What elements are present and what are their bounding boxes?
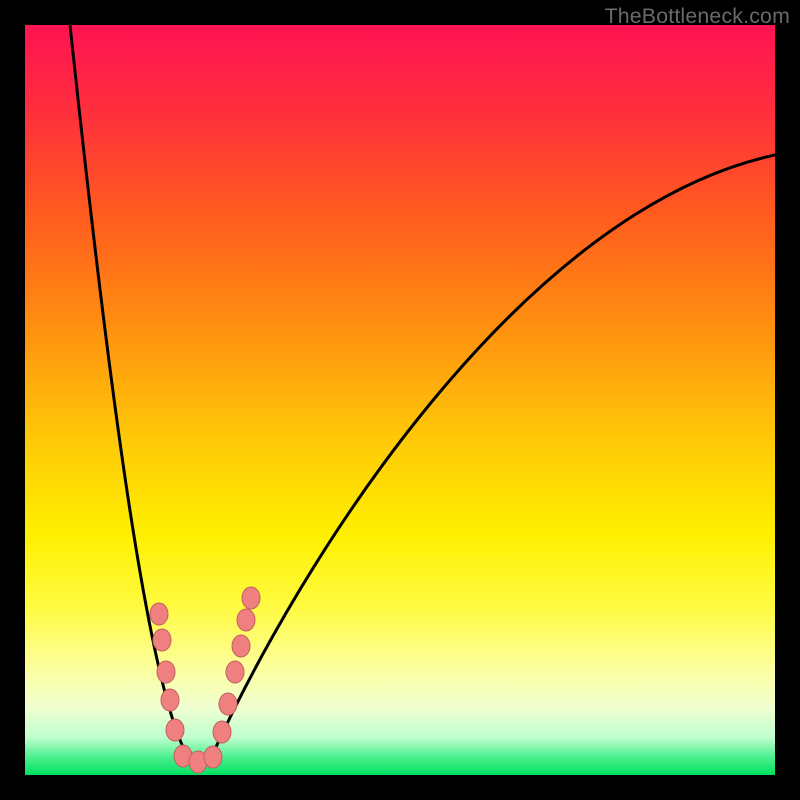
data-marker bbox=[150, 603, 168, 625]
data-marker bbox=[166, 719, 184, 741]
data-marker bbox=[213, 721, 231, 743]
chart-background bbox=[25, 25, 775, 775]
data-marker bbox=[153, 629, 171, 651]
data-marker bbox=[226, 661, 244, 683]
data-marker bbox=[219, 693, 237, 715]
data-marker bbox=[161, 689, 179, 711]
data-marker bbox=[157, 661, 175, 683]
bottleneck-chart bbox=[0, 0, 800, 800]
chart-stage: TheBottleneck.com bbox=[0, 0, 800, 800]
watermark-text: TheBottleneck.com bbox=[605, 4, 790, 29]
data-marker bbox=[242, 587, 260, 609]
data-marker bbox=[232, 635, 250, 657]
data-marker bbox=[204, 746, 222, 768]
data-marker bbox=[237, 609, 255, 631]
